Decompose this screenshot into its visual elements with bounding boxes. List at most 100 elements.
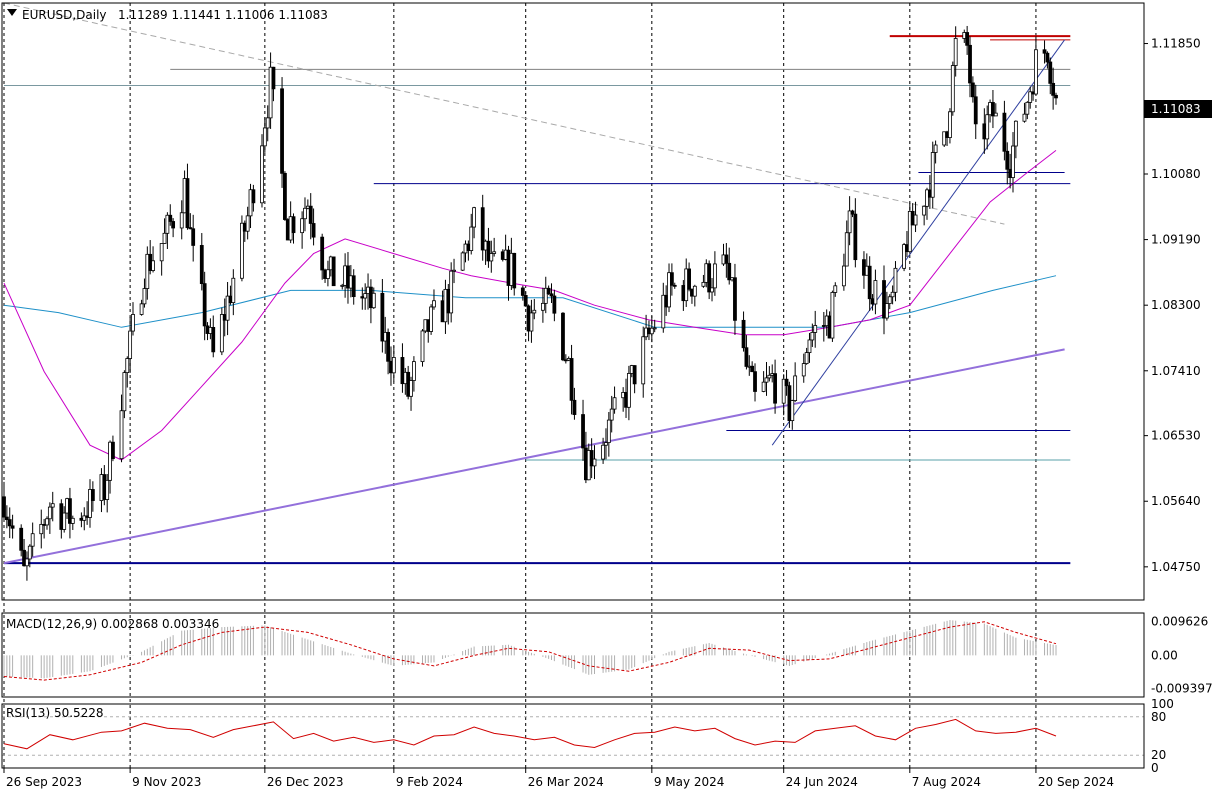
candle-body bbox=[847, 210, 852, 234]
candle-body bbox=[2, 496, 6, 518]
candle bbox=[311, 208, 316, 246]
candle-body bbox=[884, 303, 889, 319]
candle-body bbox=[10, 525, 15, 529]
y-tick-label: 1.04750 bbox=[1151, 560, 1201, 574]
candle-body bbox=[331, 256, 336, 287]
candle-body bbox=[813, 325, 818, 333]
candle-body bbox=[873, 280, 878, 305]
candle bbox=[300, 211, 305, 249]
candle bbox=[672, 282, 677, 289]
candle-body bbox=[649, 327, 654, 335]
candle-body bbox=[701, 281, 706, 287]
candle-body bbox=[1022, 113, 1027, 122]
candle bbox=[991, 89, 995, 129]
candle bbox=[1022, 102, 1027, 123]
candle bbox=[245, 206, 250, 240]
candle bbox=[850, 209, 855, 218]
candle-body bbox=[710, 287, 714, 293]
candle bbox=[308, 193, 313, 240]
candle-body bbox=[1025, 101, 1030, 115]
macd-signal-line bbox=[3, 621, 1057, 681]
candle bbox=[833, 282, 838, 297]
candle-body bbox=[830, 292, 835, 339]
candle bbox=[108, 440, 112, 494]
candle bbox=[260, 134, 264, 208]
candle-body bbox=[326, 269, 330, 279]
candle-body bbox=[733, 277, 737, 321]
candle bbox=[529, 299, 534, 343]
candle-body bbox=[784, 378, 789, 387]
candle-body bbox=[449, 270, 454, 314]
candle-body bbox=[27, 545, 32, 560]
trend-line bbox=[3, 2, 1005, 225]
candle-body bbox=[833, 285, 838, 293]
ohlc-values: 1.11289 1.11441 1.11006 1.11083 bbox=[118, 8, 328, 22]
candle bbox=[39, 509, 44, 549]
candle bbox=[10, 514, 15, 539]
candle-body bbox=[692, 285, 697, 297]
candle-body bbox=[540, 302, 545, 311]
candle bbox=[22, 538, 26, 567]
candle-body bbox=[968, 44, 972, 84]
candle bbox=[291, 213, 296, 244]
candle-body bbox=[569, 358, 574, 401]
drawing-lines bbox=[3, 2, 1071, 565]
candle bbox=[970, 76, 975, 103]
candle-body bbox=[168, 214, 173, 222]
candle-body bbox=[767, 374, 772, 379]
candle-body bbox=[380, 292, 385, 342]
x-tick-label: 24 Jun 2024 bbox=[786, 775, 858, 789]
candle bbox=[569, 344, 574, 415]
candle bbox=[1005, 142, 1010, 185]
candle bbox=[70, 515, 75, 530]
candle-body bbox=[1051, 82, 1056, 96]
candle bbox=[219, 307, 224, 356]
candle bbox=[930, 141, 935, 209]
candle-body bbox=[320, 236, 325, 271]
candle-body bbox=[572, 399, 577, 415]
candle-body bbox=[4, 516, 9, 521]
candle-body bbox=[291, 216, 296, 234]
candle bbox=[552, 289, 557, 322]
candle bbox=[211, 315, 216, 358]
candle bbox=[669, 263, 674, 296]
candle-body bbox=[1054, 94, 1058, 99]
collapse-triangle-icon[interactable] bbox=[7, 9, 17, 16]
candle bbox=[139, 299, 144, 316]
candle-body bbox=[412, 361, 416, 381]
candle bbox=[231, 269, 236, 316]
rsi-tick-label: 0 bbox=[1151, 761, 1159, 775]
candle bbox=[572, 387, 577, 420]
candle bbox=[1045, 51, 1050, 69]
candle bbox=[948, 108, 952, 144]
candle bbox=[546, 285, 551, 295]
candle-body bbox=[1013, 120, 1018, 147]
candle bbox=[268, 52, 273, 129]
current-price-label: 1.11083 bbox=[1151, 102, 1201, 116]
candle bbox=[810, 323, 815, 347]
trend-line bbox=[3, 348, 1065, 565]
candle-body bbox=[469, 226, 474, 251]
candle-body bbox=[303, 207, 307, 220]
candle-body bbox=[188, 227, 193, 230]
candle bbox=[793, 362, 798, 402]
candle bbox=[764, 361, 769, 396]
candle-body bbox=[460, 252, 465, 271]
candle bbox=[744, 335, 749, 370]
candle-body bbox=[108, 441, 112, 481]
candle bbox=[27, 544, 32, 568]
candle-body bbox=[480, 207, 485, 251]
candle-body bbox=[652, 327, 657, 330]
candle-body bbox=[948, 111, 952, 138]
candle-body bbox=[492, 251, 497, 254]
candle bbox=[105, 473, 110, 513]
candle-body bbox=[893, 267, 898, 293]
candle-body bbox=[131, 314, 135, 332]
rsi-tick-label: 80 bbox=[1151, 710, 1166, 724]
candle-body bbox=[661, 294, 666, 329]
y-tick-label: 1.07410 bbox=[1151, 364, 1201, 378]
candle-body bbox=[260, 145, 264, 204]
candle bbox=[641, 326, 646, 398]
candle-body bbox=[45, 518, 49, 526]
